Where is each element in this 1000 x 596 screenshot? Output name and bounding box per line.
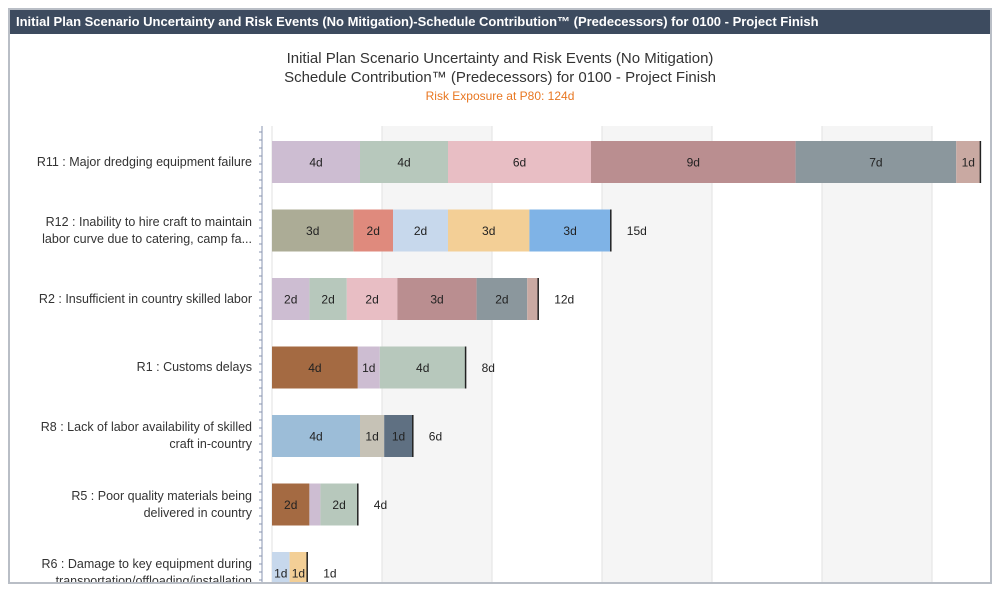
segment-label: 4d (308, 361, 321, 375)
segment-label: 4d (309, 156, 322, 170)
segment-label: 4d (397, 156, 410, 170)
bar-segment (272, 141, 360, 183)
total-label: 1d (323, 567, 336, 581)
category-label-line: R6 : Damage to key equipment during (41, 557, 252, 571)
bar-segment (272, 209, 354, 252)
total-label: 4d (374, 498, 387, 512)
category-label: R1 : Customs delays (17, 359, 252, 376)
segment-label: 3d (306, 224, 319, 238)
grid-band (822, 126, 932, 582)
segment-label: 2d (321, 293, 334, 307)
total-label: 6d (429, 430, 442, 444)
segment-label: 4d (416, 361, 429, 375)
bar-segment (309, 483, 321, 526)
segment-label: 1d (365, 430, 378, 444)
segment-label: 1d (292, 567, 305, 581)
panel-title: Initial Plan Scenario Uncertainty and Ri… (10, 10, 990, 34)
segment-label: 1d (362, 361, 375, 375)
bar-segment (529, 209, 611, 252)
category-label: R11 : Major dredging equipment failure (17, 154, 252, 171)
bar-segment (397, 278, 477, 320)
bar-segment (956, 141, 981, 183)
category-label-line: transportation/offloading/installation (55, 574, 252, 584)
total-label: 12d (554, 293, 574, 307)
bar-segment (476, 278, 528, 320)
bar-segment (448, 141, 591, 183)
bar-segment (272, 483, 310, 526)
segment-label: 1d (274, 567, 287, 581)
bar-segment (346, 278, 398, 320)
chart-subtitle: Schedule Contribution™ (Predecessors) fo… (284, 69, 716, 86)
category-label-line: R1 : Customs delays (136, 360, 252, 374)
bar-segment (591, 141, 796, 183)
chart-title: Initial Plan Scenario Uncertainty and Ri… (286, 50, 714, 67)
grid-band (602, 126, 712, 582)
segment-label: 2d (367, 224, 380, 238)
segment-label: 3d (430, 293, 443, 307)
bar-segment (795, 141, 957, 183)
segment-label: 2d (414, 224, 427, 238)
bar-segment (448, 209, 530, 252)
category-label-line: R5 : Poor quality materials being (71, 488, 252, 503)
bar-segment (393, 209, 448, 252)
category-label: R2 : Insufficient in country skilled lab… (17, 291, 252, 308)
category-label-line: delivered in country (143, 505, 252, 520)
bar-segment (353, 209, 393, 252)
segment-label: 7d (869, 156, 882, 170)
chart-panel: Initial Plan Scenario Uncertainty and Ri… (8, 8, 992, 584)
total-label: 8d (482, 361, 495, 375)
segment-label: 9d (687, 156, 700, 170)
bar-segment (272, 552, 290, 582)
category-label-line: R2 : Insufficient in country skilled lab… (38, 291, 252, 306)
category-label: R12 : Inability to hire craft to maintai… (17, 214, 252, 248)
bar-segment (527, 278, 539, 320)
total-label: 15d (627, 224, 647, 238)
segment-label: 1d (962, 156, 975, 170)
bar-chart: 4d4d6d9d7d1d31d3d2d2d3d3d15d2d2d2d3d2d12… (259, 126, 982, 582)
category-label-line: craft in-country (169, 437, 252, 451)
bar-segment (272, 278, 310, 320)
bar-segment (309, 278, 347, 320)
segment-label: 2d (284, 498, 297, 512)
bar-segment (384, 415, 413, 457)
segment-label: 3d (482, 224, 495, 238)
category-label-line: R8 : Lack of labor availability of skill… (40, 420, 252, 434)
bar-segment (357, 346, 380, 389)
segment-label: 1d (392, 430, 405, 444)
category-label-line: labor curve due to catering, camp fa... (42, 231, 252, 246)
risk-exposure-annotation: Risk Exposure at P80: 124d (425, 89, 575, 103)
segment-label: 2d (365, 293, 378, 307)
category-label-line: R11 : Major dredging equipment failure (36, 154, 252, 169)
category-label-line: R12 : Inability to hire craft to maintai… (45, 214, 252, 229)
segment-label: 2d (284, 293, 297, 307)
segment-label: 6d (513, 156, 526, 170)
bar-segment (360, 141, 448, 183)
bar-segment (272, 346, 358, 389)
bar-segment (379, 346, 466, 389)
bar-segment (320, 483, 358, 526)
segment-label: 4d (309, 430, 322, 444)
category-label: R8 : Lack of labor availability of skill… (17, 419, 252, 453)
segment-label: 2d (332, 498, 345, 512)
category-label: R6 : Damage to key equipment during trans… (17, 556, 252, 584)
category-label: R5 : Poor quality materials being deliver… (17, 488, 252, 522)
bar-segment (289, 552, 308, 582)
bar-segment (272, 415, 360, 457)
bar-segment (360, 415, 385, 457)
segment-label: 2d (495, 293, 508, 307)
segment-label: 3d (563, 224, 576, 238)
